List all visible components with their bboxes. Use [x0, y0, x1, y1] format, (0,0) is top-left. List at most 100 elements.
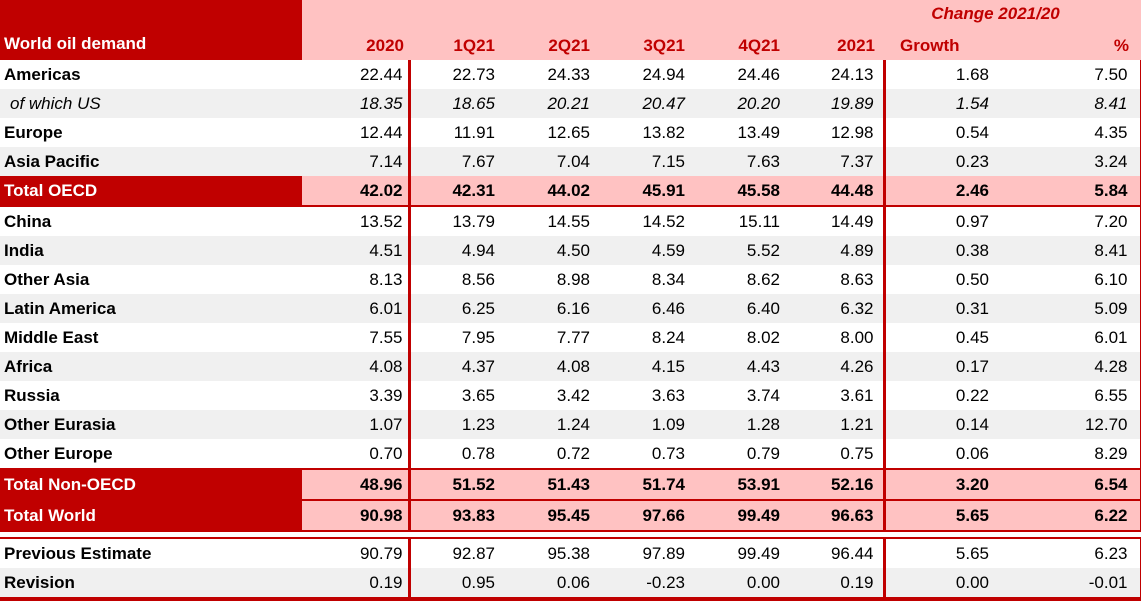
cell-value: -0.23: [599, 568, 694, 601]
column-header-2q21: 2Q21: [504, 28, 599, 60]
cell-value: 6.22: [1011, 500, 1141, 532]
row-label: Europe: [0, 118, 302, 147]
row-label: Americas: [0, 60, 302, 89]
column-header-percent: %: [1011, 28, 1141, 60]
table-row: of which US 18.35 18.65 20.21 20.47 20.20 19.8…: [0, 89, 1141, 118]
cell-value: 92.87: [409, 537, 504, 568]
column-header-4q21: 4Q21: [694, 28, 789, 60]
cell-value: 1.23: [409, 410, 504, 439]
table-title: World oil demand: [0, 0, 302, 60]
cell-value: 6.16: [504, 294, 599, 323]
cell-value: 5.84: [1011, 176, 1141, 207]
cell-value: 8.56: [409, 265, 504, 294]
row-label: Latin America: [0, 294, 302, 323]
cell-value: 0.72: [504, 439, 599, 469]
cell-value: 0.00: [694, 568, 789, 601]
cell-value: 2.46: [884, 176, 1011, 207]
row-label: Total World: [0, 500, 302, 532]
cell-value: 6.01: [302, 294, 411, 323]
cell-value: 0.19: [789, 568, 886, 601]
cell-value: 8.63: [789, 265, 886, 294]
cell-value: 8.41: [1011, 236, 1141, 265]
cell-value: 4.89: [789, 236, 886, 265]
cell-value: 6.55: [1011, 381, 1141, 410]
cell-value: 6.25: [409, 294, 504, 323]
total-row: Total Non-OECD 48.96 51.52 51.43 51.74 53.91 5…: [0, 468, 1141, 501]
cell-value: 0.06: [504, 568, 599, 601]
cell-value: 4.26: [789, 352, 886, 381]
column-header-growth: Growth: [884, 28, 1011, 60]
cell-value: 12.65: [504, 118, 599, 147]
cell-value: 13.49: [694, 118, 789, 147]
cell-value: 4.08: [302, 352, 411, 381]
cell-value: 3.42: [504, 381, 599, 410]
cell-value: 0.22: [884, 381, 1011, 410]
cell-value: 19.89: [789, 89, 886, 118]
table-row: Other Europe 0.70 0.78 0.72 0.73 0.79 0.75 0.06…: [0, 439, 1141, 469]
total-row: Total World 90.98 93.83 95.45 97.66 99.49 96.6…: [0, 500, 1141, 532]
cell-value: 3.39: [302, 381, 411, 410]
row-label: Russia: [0, 381, 302, 410]
cell-value: 3.24: [1011, 147, 1141, 176]
cell-value: 12.44: [302, 118, 411, 147]
cell-value: 8.29: [1011, 439, 1141, 469]
cell-value: 99.49: [694, 537, 789, 568]
cell-value: 0.45: [884, 323, 1011, 352]
cell-value: 20.21: [504, 89, 599, 118]
cell-value: 45.58: [694, 176, 789, 207]
cell-value: 4.08: [504, 352, 599, 381]
cell-value: 0.00: [884, 568, 1011, 601]
cell-value: 12.70: [1011, 410, 1141, 439]
cell-value: 0.78: [409, 439, 504, 469]
cell-value: 4.28: [1011, 352, 1141, 381]
cell-value: 4.37: [409, 352, 504, 381]
cell-value: 7.15: [599, 147, 694, 176]
cell-value: 3.20: [884, 468, 1011, 501]
cell-value: 14.55: [504, 206, 599, 236]
cell-value: 4.35: [1011, 118, 1141, 147]
column-header-2021: 2021: [789, 28, 884, 60]
row-label: Asia Pacific: [0, 147, 302, 176]
cell-value: 7.20: [1011, 206, 1141, 236]
cell-value: 7.04: [504, 147, 599, 176]
row-label: India: [0, 236, 302, 265]
cell-value: 42.31: [409, 176, 504, 207]
cell-value: 8.34: [599, 265, 694, 294]
cell-value: 6.46: [599, 294, 694, 323]
cell-value: 11.91: [409, 118, 504, 147]
column-header-2020: 2020: [302, 28, 409, 60]
cell-value: 1.07: [302, 410, 411, 439]
table-row: Africa 4.08 4.37 4.08 4.15 4.43 4.26 0.17 4.28: [0, 352, 1141, 381]
table-row: Russia 3.39 3.65 3.42 3.63 3.74 3.61 0.22 6.55: [0, 381, 1141, 410]
cell-value: 5.52: [694, 236, 789, 265]
cell-value: 51.74: [599, 468, 694, 501]
cell-value: 6.32: [789, 294, 886, 323]
cell-value: 24.94: [599, 60, 694, 89]
cell-value: 4.51: [302, 236, 411, 265]
cell-value: 95.38: [504, 537, 599, 568]
change-group-header: Change 2021/20: [884, 0, 1141, 28]
cell-value: 95.45: [504, 500, 599, 532]
row-label: Previous Estimate: [0, 537, 302, 568]
cell-value: 0.54: [884, 118, 1011, 147]
table-header: World oil demand Change 2021/20 2020 1Q2…: [0, 0, 1141, 60]
cell-value: 4.94: [409, 236, 504, 265]
cell-value: 45.91: [599, 176, 694, 207]
cell-value: 14.52: [599, 206, 694, 236]
cell-value: 8.13: [302, 265, 411, 294]
row-label: of which US: [0, 89, 302, 118]
table-row: Revision 0.19 0.95 0.06 -0.23 0.00 0.19 0.00 -0.…: [0, 568, 1141, 601]
cell-value: 5.65: [884, 500, 1011, 532]
cell-value: 48.96: [302, 468, 411, 501]
cell-value: 3.63: [599, 381, 694, 410]
cell-value: 20.20: [694, 89, 789, 118]
cell-value: 1.68: [884, 60, 1011, 89]
cell-value: 4.43: [694, 352, 789, 381]
table-row: Middle East 7.55 7.95 7.77 8.24 8.02 8.00 0.45 6…: [0, 323, 1141, 352]
row-label: Total OECD: [0, 176, 302, 207]
cell-value: 20.47: [599, 89, 694, 118]
cell-value: 1.28: [694, 410, 789, 439]
cell-value: 3.61: [789, 381, 886, 410]
cell-value: 97.66: [599, 500, 694, 532]
cell-value: 93.83: [409, 500, 504, 532]
